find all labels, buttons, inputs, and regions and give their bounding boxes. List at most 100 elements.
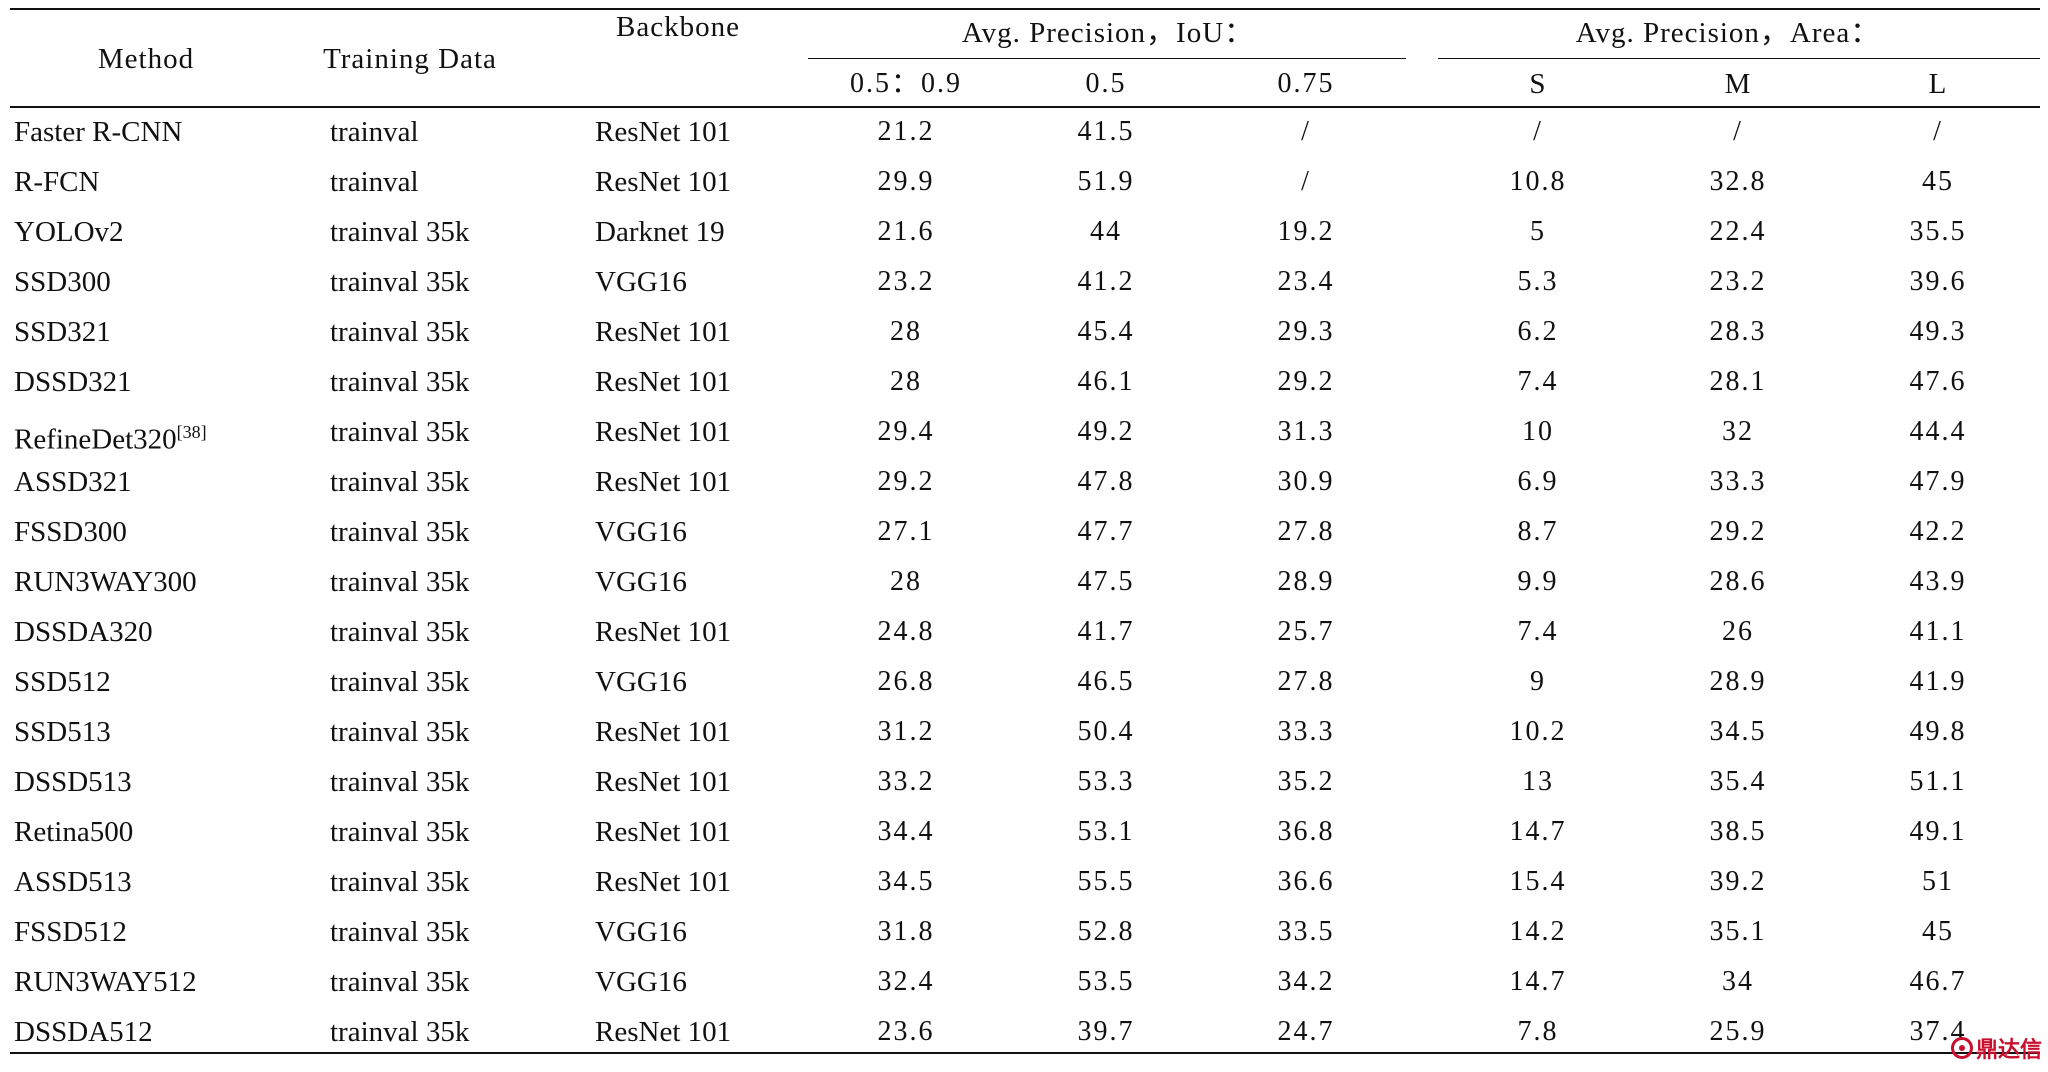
value-cell: 10.2 [1509,716,1567,747]
backbone-cell: ResNet 101 [595,416,732,448]
value-cell: 8.7 [1517,516,1559,547]
value-cell: 7.8 [1517,1016,1559,1047]
backbone-cell: ResNet 101 [595,766,732,798]
backbone-cell: ResNet 101 [595,1016,732,1048]
value-cell: 41.5 [1077,116,1135,147]
value-cell: 28.1 [1709,366,1767,397]
backbone-cell: VGG16 [595,516,687,548]
value-cell: 39.7 [1077,1016,1135,1047]
value-cell: 47.7 [1077,516,1135,547]
top-rule [10,8,2040,10]
method-cell: RUN3WAY300 [14,565,197,599]
value-cell: 23.2 [877,266,935,297]
value-cell: 46.7 [1909,966,1967,997]
value-cell: 49.2 [1077,416,1135,447]
value-cell: 46.1 [1077,366,1135,397]
backbone-cell: ResNet 101 [595,616,732,648]
value-cell: 25.9 [1709,1016,1767,1047]
backbone-cell: ResNet 101 [595,466,732,498]
method-cell: Retina500 [14,815,133,849]
value-cell: 34 [1722,966,1754,997]
value-cell: 21.2 [877,116,935,147]
value-cell: 34.4 [877,816,935,847]
value-cell: 28.9 [1277,566,1335,597]
value-cell: 34.5 [877,866,935,897]
value-cell: 23.4 [1277,266,1335,297]
value-cell: 29.9 [877,166,935,197]
training-data-cell: trainval 35k [330,266,470,298]
value-cell: 41.2 [1077,266,1135,297]
method-name: Faster R-CNN [14,116,183,148]
iou-group-rule [808,58,1406,59]
method-name: DSSD321 [14,366,132,398]
method-cell: DSSD321 [14,365,132,399]
method-cell: R-FCN [14,165,99,199]
value-cell: 23.2 [1709,266,1767,297]
method-name: R-FCN [14,166,100,198]
training-data-cell: trainval [330,166,419,198]
value-cell: 47.8 [1077,466,1135,497]
method-name: Retina500 [14,816,134,848]
backbone-cell: ResNet 101 [595,166,732,198]
method-cell: SSD300 [14,265,111,299]
header-backbone: Backbone [616,11,740,43]
value-cell: 9 [1530,666,1546,697]
value-cell: 31.2 [877,716,935,747]
value-cell: 7.4 [1517,366,1559,397]
value-cell: 41.9 [1909,666,1967,697]
header-group-area: Avg. Precision，Area： [1575,17,1881,49]
method-name: ASSD321 [14,466,132,498]
method-name: SSD512 [14,666,111,698]
value-cell: 6.2 [1517,316,1559,347]
value-cell: 34.2 [1277,966,1335,997]
value-cell: 50.4 [1077,716,1135,747]
value-cell: 45 [1922,916,1954,947]
value-cell: 21.6 [877,216,935,247]
training-data-cell: trainval 35k [330,216,470,248]
value-cell: 46.5 [1077,666,1135,697]
watermark-logo: 鼎达信 [1950,1032,2042,1064]
value-cell: 44 [1090,216,1122,247]
value-cell: 5.3 [1517,266,1559,297]
value-cell: 53.5 [1077,966,1135,997]
value-cell: 14.7 [1509,966,1567,997]
value-cell: 29.4 [877,416,935,447]
value-cell: 25.7 [1277,616,1335,647]
value-cell: 45 [1922,166,1954,197]
method-cell: DSSDA320 [14,615,153,649]
value-cell: 27.1 [877,516,935,547]
value-cell: 41.1 [1909,616,1967,647]
value-cell: 43.9 [1909,566,1967,597]
value-cell: 55.5 [1077,866,1135,897]
value-cell: 51.1 [1909,766,1967,797]
value-cell: / [1301,166,1311,197]
value-cell: 49.8 [1909,716,1967,747]
value-cell: 27.8 [1277,666,1335,697]
bottom-rule [10,1052,2040,1054]
backbone-cell: VGG16 [595,266,687,298]
value-cell: 35.4 [1709,766,1767,797]
method-name: SSD321 [14,316,111,348]
backbone-cell: ResNet 101 [595,366,732,398]
method-name: RefineDet320 [14,423,177,456]
backbone-cell: VGG16 [595,666,687,698]
backbone-cell: ResNet 101 [595,716,732,748]
subheader-5: M [1724,68,1752,100]
value-cell: 53.3 [1077,766,1135,797]
value-cell: 28 [890,566,922,597]
value-cell: 29.3 [1277,316,1335,347]
method-cell: YOLOv2 [14,215,124,249]
area-group-rule [1438,58,2040,59]
value-cell: 39.2 [1709,866,1767,897]
backbone-cell: VGG16 [595,916,687,948]
value-cell: 35.2 [1277,766,1335,797]
value-cell: 32.4 [877,966,935,997]
value-cell: 31.8 [877,916,935,947]
value-cell: 51 [1922,866,1954,897]
value-cell: 15.4 [1509,866,1567,897]
value-cell: 29.2 [877,466,935,497]
subheader-2: 0.5 [1085,68,1127,99]
training-data-cell: trainval 35k [330,516,470,548]
value-cell: / [1733,116,1743,147]
value-cell: 29.2 [1709,516,1767,547]
